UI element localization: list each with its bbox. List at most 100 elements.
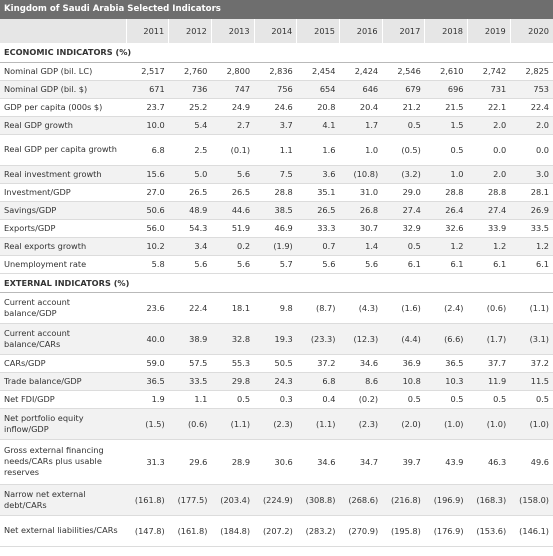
value-cell: 20.4 [339, 98, 383, 117]
value-cell: (176.9) [424, 515, 468, 547]
value-cell: 2,610 [424, 62, 468, 81]
value-cell: 1.4 [339, 237, 383, 256]
table-row: Exports/GDP 56.0 54.3 51.9 46.9 33.3 30.7 32.9 3… [0, 219, 553, 238]
value-cell: 26.9 [510, 201, 553, 220]
value-cell: (1.7) [467, 323, 511, 355]
value-cell: 30.7 [339, 219, 383, 238]
value-cell: 4.1 [296, 116, 340, 135]
value-cell: 31.3 [126, 439, 169, 485]
value-cell: (177.5) [168, 484, 212, 516]
table-row: Net portfolio equity inflow/GDP (1.5) (0.6… [0, 408, 553, 440]
row-label: Gross external financing needs/CARs plus… [0, 439, 127, 485]
value-cell: 26.8 [339, 201, 383, 220]
value-cell: (147.8) [126, 515, 169, 547]
value-cell: 19.3 [254, 323, 297, 355]
year-header: 2014 [253, 19, 297, 43]
value-cell: 28.1 [510, 183, 553, 202]
row-label: Net FDI/GDP [0, 390, 127, 409]
value-cell: 7.5 [254, 165, 297, 184]
value-cell: (2.4) [424, 292, 468, 324]
indicators-table: 2011 2012 2013 2014 2015 2016 2017 2018 … [0, 19, 553, 547]
value-cell: 0.5 [382, 390, 425, 409]
value-cell: 30.6 [254, 439, 297, 485]
value-cell: 1.2 [424, 237, 468, 256]
value-cell: 646 [339, 80, 383, 99]
table-row: Narrow net external debt/CARs (161.8) (177… [0, 484, 553, 516]
value-cell: 2,517 [126, 62, 169, 81]
year-header: 2015 [296, 19, 340, 43]
value-cell: 753 [510, 80, 553, 99]
value-cell: (161.8) [168, 515, 212, 547]
value-cell: 23.6 [126, 292, 169, 324]
value-cell: 10.2 [126, 237, 169, 256]
value-cell: 11.5 [510, 372, 553, 391]
value-cell: (2.3) [339, 408, 383, 440]
table-row: CARs/GDP 59.0 57.5 55.3 50.5 37.2 34.6 36.9 36.5… [0, 354, 553, 373]
value-cell: 5.6 [211, 255, 255, 274]
value-cell: 56.0 [126, 219, 169, 238]
value-cell: (146.1) [510, 515, 553, 547]
value-cell: (203.4) [211, 484, 255, 516]
value-cell: 5.7 [254, 255, 297, 274]
row-label: Exports/GDP [0, 219, 127, 238]
value-cell: 24.6 [254, 98, 297, 117]
value-cell: (196.9) [424, 484, 468, 516]
value-cell: 33.5 [168, 372, 212, 391]
row-label: Unemployment rate [0, 255, 127, 274]
value-cell: 37.2 [510, 354, 553, 373]
value-cell: 57.5 [168, 354, 212, 373]
value-cell: 32.8 [211, 323, 255, 355]
value-cell: (6.6) [424, 323, 468, 355]
value-cell: (4.4) [382, 323, 425, 355]
value-cell: 39.7 [382, 439, 425, 485]
value-cell: (0.6) [467, 292, 511, 324]
value-cell: 22.1 [467, 98, 511, 117]
value-cell: 731 [467, 80, 511, 99]
section-heading: EXTERNAL INDICATORS (%) [0, 273, 553, 293]
value-cell: (184.8) [211, 515, 255, 547]
value-cell: (216.8) [382, 484, 425, 516]
value-cell: 27.4 [467, 201, 511, 220]
value-cell: 5.0 [168, 165, 212, 184]
value-cell: 27.0 [126, 183, 169, 202]
value-cell: 747 [211, 80, 255, 99]
row-label: Real GDP per capita growth [0, 134, 127, 166]
value-cell: 0.5 [424, 390, 468, 409]
table-row: Gross external financing needs/CARs plus… [0, 439, 553, 485]
year-header: 2012 [168, 19, 212, 43]
value-cell: 37.7 [467, 354, 511, 373]
value-cell: 1.2 [510, 237, 553, 256]
value-cell: (2.3) [254, 408, 297, 440]
value-cell: (0.2) [339, 390, 383, 409]
value-cell: 2,825 [510, 62, 553, 81]
value-cell: 44.6 [211, 201, 255, 220]
table-row: Net external liabilities/CARs (147.8) (161… [0, 515, 553, 547]
table-title: Kingdom of Saudi Arabia Selected Indicat… [0, 0, 553, 19]
value-cell: (3.2) [382, 165, 425, 184]
table-row: Current account balance/CARs 40.0 38.9 32.8… [0, 323, 553, 355]
value-cell: 5.6 [339, 255, 383, 274]
section-header-row: EXTERNAL INDICATORS (%) [0, 273, 553, 293]
value-cell: 35.1 [296, 183, 340, 202]
table-row: Nominal GDP (bil. LC) 2,517 2,760 2,800 2,83… [0, 62, 553, 81]
row-label: Investment/GDP [0, 183, 127, 202]
value-cell: 51.9 [211, 219, 255, 238]
value-cell: 0.3 [254, 390, 297, 409]
year-header: 2016 [338, 19, 383, 43]
value-cell: 11.9 [467, 372, 511, 391]
row-label: Net portfolio equity inflow/GDP [0, 408, 127, 440]
value-cell: 0.0 [467, 134, 511, 166]
value-cell: (1.0) [510, 408, 553, 440]
value-cell: 2.0 [467, 165, 511, 184]
value-cell: 654 [296, 80, 340, 99]
value-cell: 0.5 [382, 237, 425, 256]
value-cell: 5.6 [296, 255, 340, 274]
value-cell: (3.1) [510, 323, 553, 355]
table-row: Investment/GDP 27.0 26.5 26.5 28.8 35.1 31.0 29… [0, 183, 553, 202]
value-cell: (23.3) [296, 323, 340, 355]
value-cell: (1.6) [382, 292, 425, 324]
value-cell: 2,546 [382, 62, 425, 81]
value-cell: 50.5 [254, 354, 297, 373]
value-cell: 40.0 [126, 323, 169, 355]
value-cell: 29.0 [382, 183, 425, 202]
